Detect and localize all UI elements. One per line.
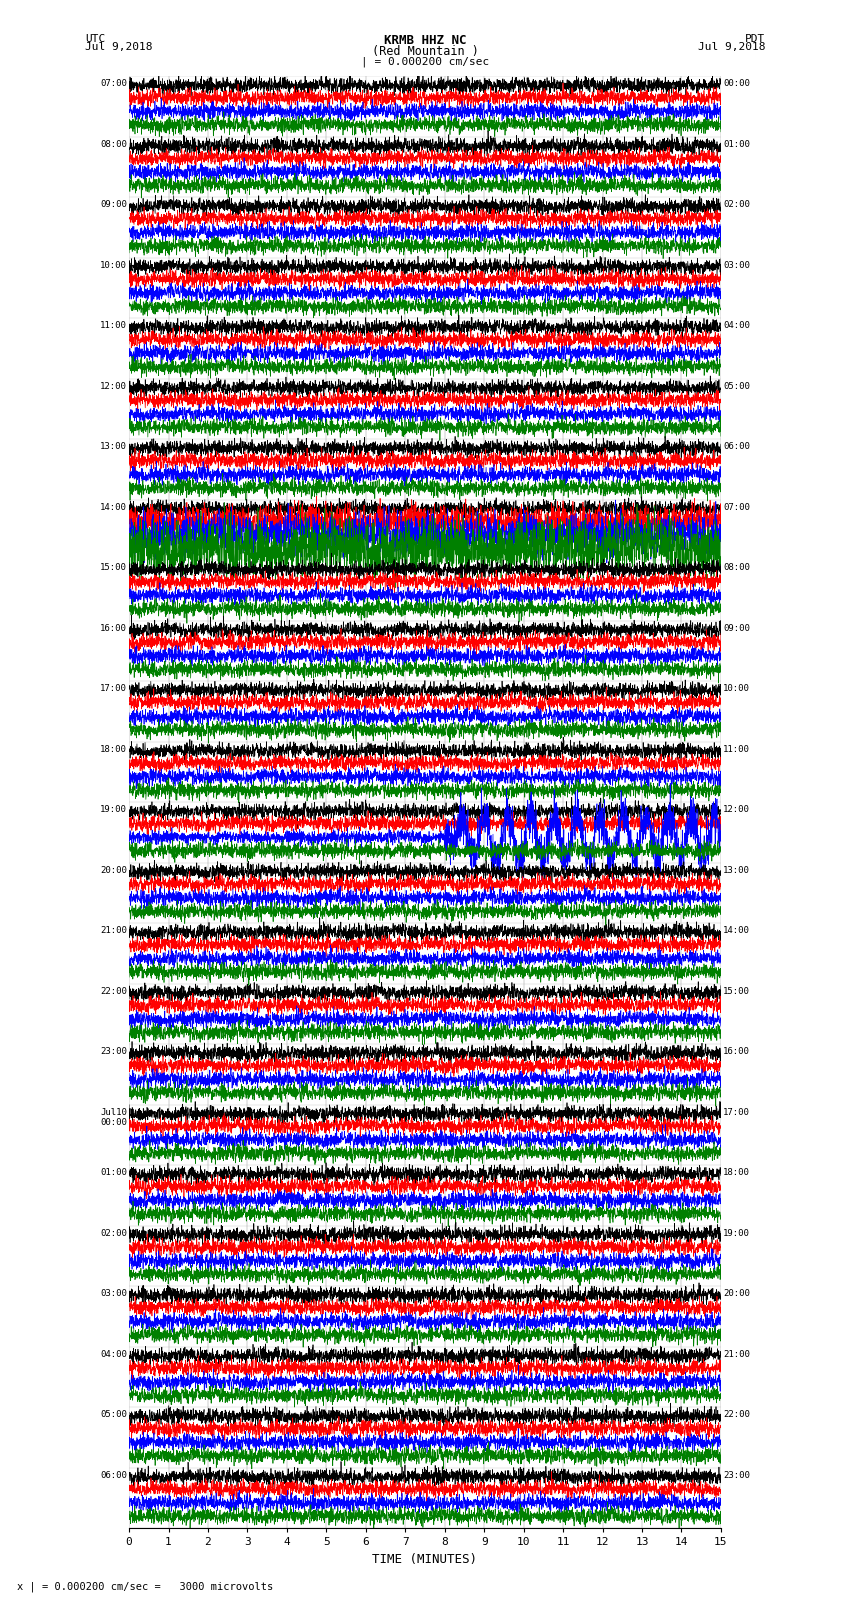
Text: 21:00: 21:00 [722, 1350, 750, 1358]
Text: 07:00: 07:00 [100, 79, 128, 89]
Text: | = 0.000200 cm/sec: | = 0.000200 cm/sec [361, 56, 489, 68]
Text: 20:00: 20:00 [100, 866, 128, 874]
Text: 02:00: 02:00 [722, 200, 750, 210]
Text: 23:00: 23:00 [100, 1047, 128, 1057]
Text: 14:00: 14:00 [722, 926, 750, 936]
Text: UTC: UTC [85, 34, 105, 44]
Text: 05:00: 05:00 [100, 1410, 128, 1419]
Text: 00:00: 00:00 [722, 79, 750, 89]
Text: Jul10
00:00: Jul10 00:00 [100, 1108, 128, 1127]
Text: 04:00: 04:00 [100, 1350, 128, 1358]
Text: 21:00: 21:00 [100, 926, 128, 936]
Text: 09:00: 09:00 [100, 200, 128, 210]
Text: 12:00: 12:00 [100, 382, 128, 390]
Text: (Red Mountain ): (Red Mountain ) [371, 45, 479, 58]
Text: 07:00: 07:00 [722, 503, 750, 511]
Text: 20:00: 20:00 [722, 1289, 750, 1298]
Text: 14:00: 14:00 [100, 503, 128, 511]
Text: 04:00: 04:00 [722, 321, 750, 331]
Text: 02:00: 02:00 [100, 1229, 128, 1237]
Text: 22:00: 22:00 [100, 987, 128, 995]
Text: 13:00: 13:00 [722, 866, 750, 874]
Text: 23:00: 23:00 [722, 1471, 750, 1479]
Text: 16:00: 16:00 [722, 1047, 750, 1057]
Text: 17:00: 17:00 [100, 684, 128, 694]
Text: x | = 0.000200 cm/sec =   3000 microvolts: x | = 0.000200 cm/sec = 3000 microvolts [17, 1581, 273, 1592]
Text: 12:00: 12:00 [722, 805, 750, 815]
Text: 05:00: 05:00 [722, 382, 750, 390]
Text: 08:00: 08:00 [722, 563, 750, 573]
X-axis label: TIME (MINUTES): TIME (MINUTES) [372, 1553, 478, 1566]
Text: 19:00: 19:00 [100, 805, 128, 815]
Text: 01:00: 01:00 [722, 140, 750, 148]
Text: 13:00: 13:00 [100, 442, 128, 452]
Text: KRMB HHZ NC: KRMB HHZ NC [383, 34, 467, 47]
Text: 06:00: 06:00 [100, 1471, 128, 1479]
Text: 15:00: 15:00 [100, 563, 128, 573]
Text: 10:00: 10:00 [100, 261, 128, 269]
Text: Jul 9,2018: Jul 9,2018 [85, 42, 152, 52]
Text: 22:00: 22:00 [722, 1410, 750, 1419]
Text: 11:00: 11:00 [722, 745, 750, 753]
Text: 15:00: 15:00 [722, 987, 750, 995]
Text: Jul 9,2018: Jul 9,2018 [698, 42, 765, 52]
Text: 18:00: 18:00 [722, 1168, 750, 1177]
Text: 10:00: 10:00 [722, 684, 750, 694]
Text: 18:00: 18:00 [100, 745, 128, 753]
Text: 19:00: 19:00 [722, 1229, 750, 1237]
Text: 03:00: 03:00 [722, 261, 750, 269]
Text: 08:00: 08:00 [100, 140, 128, 148]
Text: 06:00: 06:00 [722, 442, 750, 452]
Text: 11:00: 11:00 [100, 321, 128, 331]
Text: 16:00: 16:00 [100, 624, 128, 632]
Text: 03:00: 03:00 [100, 1289, 128, 1298]
Text: PDT: PDT [745, 34, 765, 44]
Text: 09:00: 09:00 [722, 624, 750, 632]
Text: 17:00: 17:00 [722, 1108, 750, 1116]
Text: 01:00: 01:00 [100, 1168, 128, 1177]
